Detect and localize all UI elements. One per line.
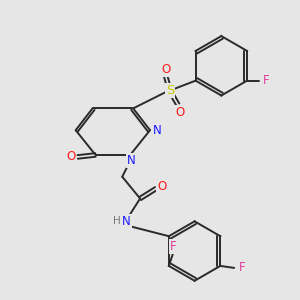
Text: H: H bbox=[113, 216, 121, 226]
Text: N: N bbox=[153, 124, 161, 137]
Text: N: N bbox=[127, 154, 136, 167]
Text: O: O bbox=[66, 150, 75, 164]
Text: F: F bbox=[262, 74, 269, 87]
Text: O: O bbox=[175, 106, 184, 119]
Text: O: O bbox=[157, 180, 167, 193]
Text: F: F bbox=[239, 261, 245, 274]
Text: O: O bbox=[161, 63, 170, 76]
Text: F: F bbox=[169, 240, 176, 253]
Text: N: N bbox=[122, 215, 130, 228]
Text: S: S bbox=[166, 84, 174, 97]
